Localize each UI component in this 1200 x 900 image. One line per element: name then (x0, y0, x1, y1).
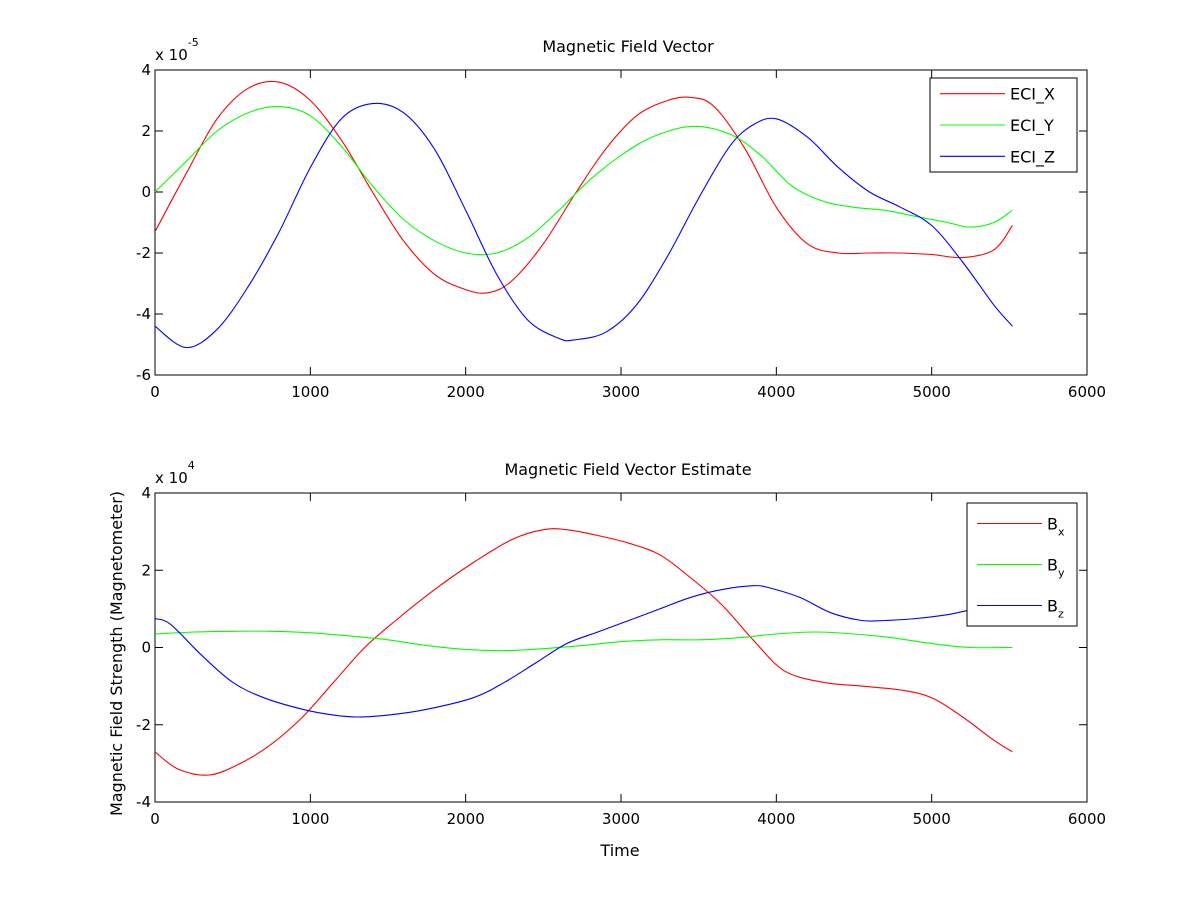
legend-label: ECI_Z (1010, 147, 1055, 167)
y-tick-label: -6 (136, 366, 151, 384)
y-axis-label: Magnetic Field Strength (Magnetometer) (107, 491, 126, 816)
y-tick-label: -2 (136, 716, 151, 734)
x-tick-label: 5000 (913, 810, 951, 828)
y-tick-label: -2 (136, 244, 151, 262)
y-tick-label: 2 (141, 122, 151, 140)
series-group (155, 528, 1013, 776)
x-tick-label: 6000 (1068, 810, 1106, 828)
chart-title: Magnetic Field Vector Estimate (504, 460, 751, 479)
x-tick-label: 4000 (757, 383, 795, 401)
chart-2: 0 1000 2000 3000 4000 5000 6000 -4 -2 0 2 4x 104 Mag… (107, 459, 1106, 860)
chart-1: 0 1000 2000 3000 4000 5000 6000 -6 -4 -2 0 2 4x 10-5… (136, 36, 1106, 401)
x-tick-label: 3000 (602, 810, 640, 828)
series-line-eci-z (155, 102, 1013, 349)
series-line-bx (155, 528, 1013, 776)
y-tick-label: 0 (141, 183, 151, 201)
x-tick-label: 2000 (447, 810, 485, 828)
series-line-by (155, 630, 1013, 652)
x-tick-label: 1000 (291, 383, 329, 401)
chart-title: Magnetic Field Vector (542, 37, 714, 56)
y-tick-label: 4 (141, 61, 151, 79)
x-tick-label: 0 (150, 383, 160, 401)
y-tick-label: 4 (141, 484, 151, 502)
series-line-eci-x (155, 80, 1013, 294)
x-tick-label: 5000 (913, 383, 951, 401)
x-tick-label: 1000 (291, 810, 329, 828)
series-line-eci-y (155, 106, 1013, 256)
series-group (155, 80, 1013, 349)
x-tick-label: 2000 (447, 383, 485, 401)
plot-area (154, 492, 1088, 803)
y-tick-label: 2 (141, 561, 151, 579)
y-axis-multiplier: x 104 (155, 459, 195, 487)
legend: ECI_X ECI_Y ECI_Z (929, 77, 1078, 173)
legend-label: ECI_X (1010, 85, 1055, 105)
y-tick-label: -4 (136, 793, 151, 811)
x-tick-label: 0 (150, 810, 160, 828)
y-tick-label: 0 (141, 639, 151, 657)
x-tick-label: 6000 (1068, 383, 1106, 401)
series-line-bz (155, 585, 1013, 718)
y-axis-multiplier: x 10-5 (155, 36, 199, 64)
y-tick-label: -4 (136, 305, 151, 323)
x-axis-label: Time (599, 841, 639, 860)
legend-label: ECI_Y (1010, 116, 1054, 136)
x-tick-label: 4000 (757, 810, 795, 828)
x-tick-label: 3000 (602, 383, 640, 401)
